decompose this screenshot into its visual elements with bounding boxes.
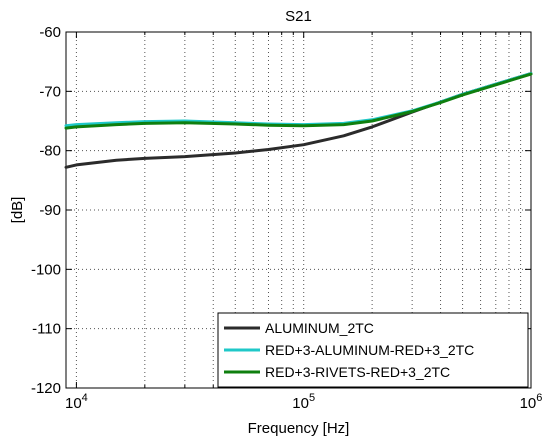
y-tick-label: -70 <box>39 83 61 100</box>
y-tick-label: -80 <box>39 143 61 160</box>
legend-label: RED+3-RIVETS-RED+3_2TC <box>265 364 450 380</box>
y-tick-label: -100 <box>31 261 61 278</box>
legend-label: RED+3-ALUMINUM-RED+3_2TC <box>265 342 474 358</box>
y-axis-title: [dB] <box>9 197 26 224</box>
series-layer <box>64 72 533 169</box>
chart-title: S21 <box>285 8 312 25</box>
y-tick-label: -90 <box>39 202 61 219</box>
series-line-3 <box>64 72 533 130</box>
legend: ALUMINUM_2TC RED+3-ALUMINUM-RED+3_2TC RED+… <box>217 312 529 388</box>
y-tick-label: -110 <box>32 321 61 338</box>
x-tick-label: 106 <box>520 392 543 412</box>
x-tick-label: 105 <box>292 392 315 412</box>
series-line-1 <box>64 72 533 169</box>
x-tick-label: 104 <box>65 392 88 412</box>
series-line-2 <box>64 72 533 128</box>
legend-label: ALUMINUM_2TC <box>265 320 374 336</box>
legend-box <box>217 312 529 388</box>
y-tick-label: -60 <box>39 24 61 41</box>
x-axis-title: Frequency [Hz] <box>248 420 350 437</box>
y-tick-label: -120 <box>31 380 61 397</box>
